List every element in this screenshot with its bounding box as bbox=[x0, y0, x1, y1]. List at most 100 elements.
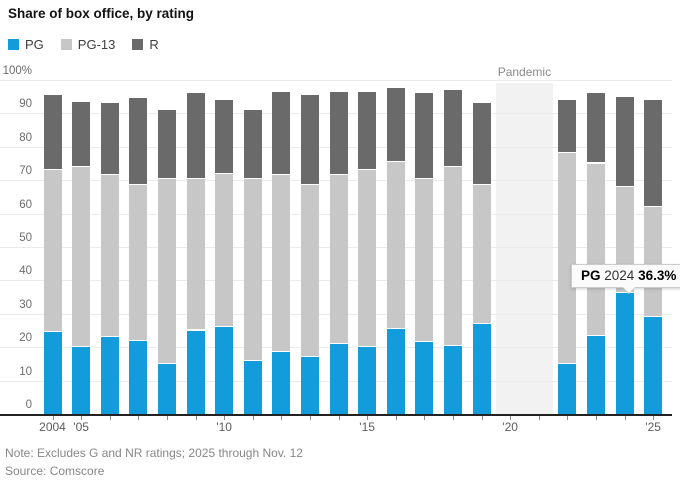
x-axis-label: 2004 bbox=[39, 420, 66, 434]
x-axis-label: '15 bbox=[359, 420, 375, 434]
y-axis-label: 0 bbox=[25, 399, 32, 411]
bar-segment-pg-2014[interactable] bbox=[329, 343, 348, 414]
bar-segment-r-2019[interactable] bbox=[472, 103, 491, 185]
bar-segment-pg-2008[interactable] bbox=[157, 363, 176, 414]
x-axis-tick bbox=[252, 416, 254, 420]
bar-segment-r-2024[interactable] bbox=[615, 96, 634, 186]
bar-segment-r-2022[interactable] bbox=[558, 100, 577, 153]
y-axis-label: 20 bbox=[19, 332, 32, 345]
x-axis-label: '05 bbox=[73, 420, 89, 434]
bar-segment-pg-2019[interactable] bbox=[472, 323, 491, 414]
bar-segment-r-2015[interactable] bbox=[358, 91, 377, 170]
x-axis-label: '20 bbox=[502, 420, 518, 434]
bar-segment-pg-2018[interactable] bbox=[443, 345, 462, 414]
bar-segment-pg-2011[interactable] bbox=[243, 360, 262, 414]
tooltip: PG 2024 36.3% bbox=[571, 264, 680, 293]
bar-segment-r-2005[interactable] bbox=[72, 101, 91, 166]
bar-segment-pg-2016[interactable] bbox=[386, 328, 405, 414]
bar-segment-pg13-2009[interactable] bbox=[186, 178, 205, 330]
pandemic-band bbox=[495, 83, 553, 414]
bar-segment-r-2016[interactable] bbox=[386, 88, 405, 161]
x-axis-tick bbox=[81, 416, 83, 420]
y-axis-label: 80 bbox=[19, 131, 32, 144]
x-axis-tick bbox=[452, 416, 454, 420]
bar-segment-pg13-2011[interactable] bbox=[243, 178, 262, 360]
bar-segment-pg-2023[interactable] bbox=[586, 335, 605, 414]
bar-segment-pg13-2014[interactable] bbox=[329, 175, 348, 343]
chart-title: Share of box office, by rating bbox=[8, 6, 195, 21]
bar-segment-pg13-2008[interactable] bbox=[157, 178, 176, 363]
bar-segment-pg13-2016[interactable] bbox=[386, 161, 405, 328]
bar-segment-pg-2017[interactable] bbox=[415, 342, 434, 414]
bar-segment-pg-2006[interactable] bbox=[100, 337, 119, 414]
x-axis-tick bbox=[195, 416, 197, 420]
bar-segment-pg-2013[interactable] bbox=[300, 357, 319, 414]
legend-swatch-icon bbox=[132, 39, 144, 50]
bar-segment-r-2007[interactable] bbox=[129, 98, 148, 185]
y-axis-label: 40 bbox=[19, 265, 32, 278]
bar-segment-pg13-2005[interactable] bbox=[72, 166, 91, 347]
y-axis-label: 60 bbox=[19, 198, 32, 211]
tooltip-value: 36.3% bbox=[638, 268, 677, 283]
x-axis-tick bbox=[510, 416, 512, 420]
bar-segment-r-2009[interactable] bbox=[186, 93, 205, 178]
bar-segment-pg13-2010[interactable] bbox=[215, 173, 234, 327]
bar-segment-pg-2007[interactable] bbox=[129, 340, 148, 414]
legend-swatch-icon bbox=[60, 39, 72, 50]
bar-segment-r-2011[interactable] bbox=[243, 110, 262, 178]
x-axis-tick bbox=[395, 416, 397, 420]
bar-segment-r-2018[interactable] bbox=[443, 90, 462, 166]
bar-segment-pg13-2025[interactable] bbox=[644, 206, 663, 317]
bar-segment-pg13-2015[interactable] bbox=[358, 170, 377, 347]
legend-label: PG-13 bbox=[77, 37, 116, 52]
legend-item-pg: PG bbox=[8, 37, 44, 52]
x-axis-label: '10 bbox=[216, 420, 232, 434]
bar-segment-r-2008[interactable] bbox=[157, 110, 176, 178]
x-axis-tick bbox=[481, 416, 483, 420]
bar-segment-pg13-2018[interactable] bbox=[443, 166, 462, 345]
bar-segment-pg-2015[interactable] bbox=[358, 347, 377, 414]
bar-segment-r-2006[interactable] bbox=[100, 103, 119, 175]
x-axis-line bbox=[0, 414, 672, 416]
bar-segment-pg13-2019[interactable] bbox=[472, 185, 491, 323]
bar-segment-pg13-2006[interactable] bbox=[100, 175, 119, 337]
bar-segment-r-2017[interactable] bbox=[415, 93, 434, 178]
bar-segment-pg-2005[interactable] bbox=[72, 347, 91, 414]
bar-segment-r-2013[interactable] bbox=[300, 95, 319, 185]
bar-segment-pg-2022[interactable] bbox=[558, 363, 577, 414]
pandemic-label: Pandemic bbox=[497, 65, 552, 79]
source-line: Source: Comscore bbox=[5, 464, 105, 478]
legend-item-r: R bbox=[132, 37, 159, 52]
bar-segment-r-2023[interactable] bbox=[586, 93, 605, 163]
x-axis-tick bbox=[424, 416, 426, 420]
bar-segment-pg-2012[interactable] bbox=[272, 352, 291, 414]
bar-segment-pg-2025[interactable] bbox=[644, 317, 663, 414]
bar-segment-r-2012[interactable] bbox=[272, 91, 291, 175]
bar-segment-pg13-2013[interactable] bbox=[300, 185, 319, 357]
tooltip-pointer-icon bbox=[622, 287, 635, 293]
bar-segment-pg13-2012[interactable] bbox=[272, 175, 291, 352]
x-axis-tick bbox=[309, 416, 311, 420]
x-axis-tick bbox=[367, 416, 369, 420]
bar-segment-r-2010[interactable] bbox=[215, 100, 234, 173]
bar-segment-r-2025[interactable] bbox=[644, 100, 663, 206]
x-axis-tick bbox=[624, 416, 626, 420]
bar-segment-pg-2010[interactable] bbox=[215, 327, 234, 414]
bar-segment-pg13-2017[interactable] bbox=[415, 178, 434, 342]
bar-segment-r-2004[interactable] bbox=[43, 95, 62, 170]
y-axis-label: 100% bbox=[2, 65, 32, 77]
bar-segment-pg-2004[interactable] bbox=[43, 332, 62, 414]
x-axis-tick bbox=[52, 416, 54, 420]
bar-segment-r-2014[interactable] bbox=[329, 91, 348, 175]
x-axis-tick bbox=[166, 416, 168, 420]
bar-segment-pg-2009[interactable] bbox=[186, 330, 205, 414]
bar-segment-pg-2024[interactable] bbox=[615, 292, 634, 414]
y-axis-label: 90 bbox=[19, 98, 32, 111]
bar-segment-pg13-2004[interactable] bbox=[43, 170, 62, 332]
bar-segment-pg13-2022[interactable] bbox=[558, 153, 577, 363]
bar-segment-pg13-2023[interactable] bbox=[586, 163, 605, 335]
gridline bbox=[0, 80, 672, 81]
bar-segment-pg13-2007[interactable] bbox=[129, 185, 148, 340]
tooltip-year: 2024 bbox=[604, 268, 635, 283]
